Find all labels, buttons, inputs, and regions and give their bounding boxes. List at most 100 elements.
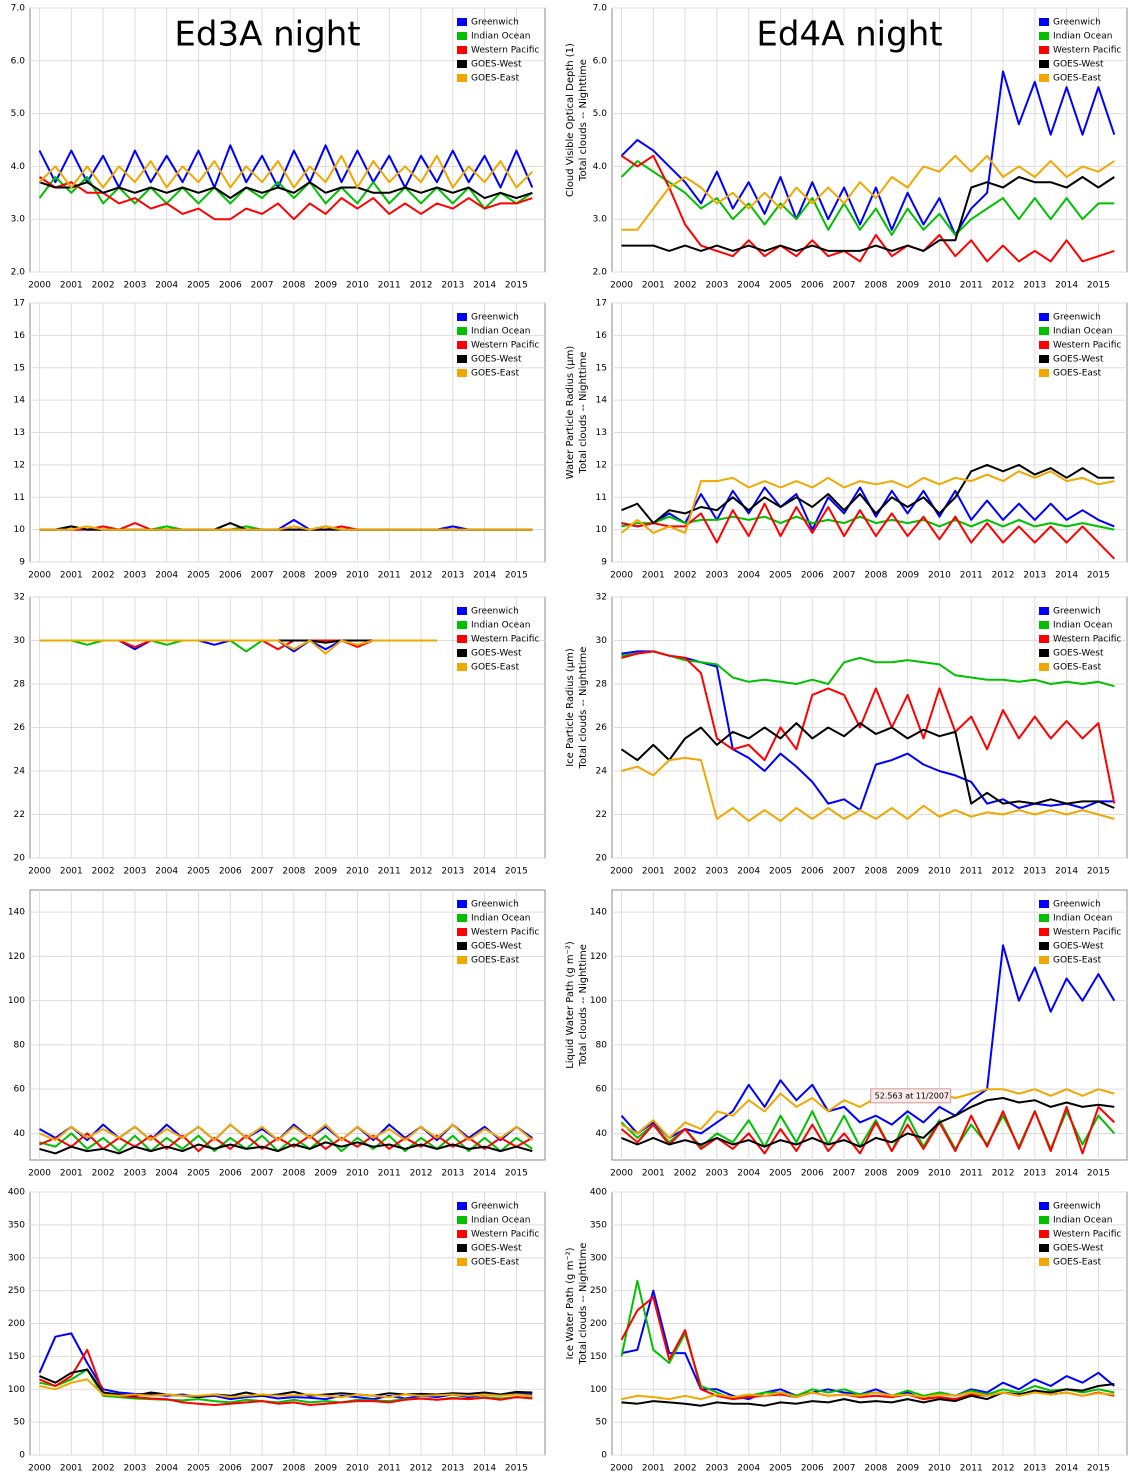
- x-tick-label: 2013: [441, 1169, 464, 1179]
- legend-label: Western Pacific: [1053, 928, 1121, 938]
- y-tick-label: 0: [601, 1451, 607, 1461]
- y-tick-label: 200: [590, 1319, 607, 1329]
- annotation-box: [870, 1088, 952, 1104]
- x-tick-label: 2013: [1023, 571, 1046, 581]
- plot-area: [611, 889, 1128, 1161]
- legend-swatch: [1039, 663, 1049, 671]
- x-tick-label: 2011: [378, 1169, 401, 1179]
- x-tick-label: 2001: [642, 281, 665, 291]
- legend-swatch: [457, 900, 467, 908]
- chart-title: Ed3A night: [174, 15, 360, 55]
- y-tick-label: 20: [596, 854, 608, 864]
- legend-swatch: [1039, 313, 1049, 321]
- series-line: [621, 502, 1116, 560]
- y-tick-label: 28: [14, 680, 26, 690]
- y-tick-label: 11: [14, 493, 25, 503]
- legend-label: GOES-West: [471, 942, 522, 952]
- x-tick-label: 2011: [960, 1169, 983, 1179]
- x-tick-label: 2005: [769, 1169, 792, 1179]
- legend-label: Indian Ocean: [1053, 327, 1112, 337]
- legend-swatch: [1039, 914, 1049, 922]
- legend-swatch: [1039, 327, 1049, 335]
- legend-swatch: [1039, 1258, 1049, 1266]
- y-tick-label: 300: [590, 1253, 607, 1263]
- y-axis-label: Total clouds -- Nighttime: [578, 1243, 589, 1366]
- x-tick-label: 2004: [737, 1464, 760, 1473]
- x-tick-label: 2002: [674, 1464, 697, 1473]
- x-tick-label: 2007: [833, 281, 856, 291]
- x-tick-label: 2011: [960, 867, 983, 877]
- legend-swatch: [457, 635, 467, 643]
- x-tick-label: 2006: [801, 1464, 824, 1473]
- legend-label: Greenwich: [471, 313, 519, 323]
- x-tick-label: 2012: [992, 281, 1015, 291]
- legend-swatch: [457, 1216, 467, 1224]
- series-line: [39, 1378, 533, 1399]
- x-tick-label: 2001: [642, 1169, 665, 1179]
- y-tick-label: 400: [8, 1188, 25, 1198]
- legend-swatch: [1039, 649, 1049, 657]
- x-tick-label: 2005: [187, 281, 210, 291]
- x-tick-label: 2012: [410, 867, 433, 877]
- x-tick-label: 2004: [737, 571, 760, 581]
- legend-label: Western Pacific: [471, 1230, 539, 1240]
- y-tick-label: 11: [596, 493, 607, 503]
- x-tick-label: 2003: [705, 571, 728, 581]
- x-tick-label: 2010: [928, 571, 951, 581]
- x-tick-label: 2002: [92, 867, 115, 877]
- legend-label: GOES-West: [1053, 1244, 1104, 1254]
- legend-swatch: [1039, 46, 1049, 54]
- legend-label: GOES-East: [471, 1258, 520, 1268]
- x-tick-label: 2015: [1087, 281, 1110, 291]
- y-tick-label: 12: [14, 460, 25, 470]
- legend-label: GOES-West: [471, 355, 522, 365]
- x-tick-label: 2006: [219, 1464, 242, 1473]
- legend-label: GOES-West: [1053, 355, 1104, 365]
- y-axis-label: Ice Water Path (g m⁻²): [565, 1247, 576, 1359]
- x-tick-label: 2008: [864, 281, 887, 291]
- x-tick-label: 2009: [314, 867, 337, 877]
- series-line: [620, 470, 1115, 534]
- legend-label: Western Pacific: [471, 46, 539, 56]
- y-tick-label: 100: [590, 996, 607, 1006]
- x-tick-label: 2001: [60, 867, 83, 877]
- x-tick-label: 2000: [28, 281, 51, 291]
- legend-label: Greenwich: [471, 18, 519, 28]
- legend-swatch: [457, 46, 467, 54]
- y-tick-label: 0: [19, 1451, 25, 1461]
- x-tick-label: 2015: [1087, 1464, 1110, 1473]
- x-tick-label: 2010: [346, 1464, 369, 1473]
- series-line: [620, 722, 1115, 809]
- x-tick-label: 2014: [1055, 1169, 1078, 1179]
- y-tick-label: 100: [590, 1385, 607, 1395]
- x-tick-label: 2014: [473, 867, 496, 877]
- legend-label: GOES-East: [471, 369, 520, 379]
- x-tick-label: 2010: [346, 281, 369, 291]
- legend-swatch: [1039, 900, 1049, 908]
- x-tick-label: 2009: [314, 571, 337, 581]
- legend-label: Indian Ocean: [1053, 621, 1112, 631]
- y-tick-label: 4.0: [11, 162, 26, 172]
- y-tick-label: 30: [14, 636, 26, 646]
- y-tick-label: 350: [590, 1220, 607, 1230]
- x-tick-label: 2007: [833, 867, 856, 877]
- y-tick-label: 26: [14, 723, 26, 733]
- x-tick-label: 2009: [314, 1464, 337, 1473]
- series-line: [621, 1383, 1115, 1407]
- x-tick-label: 2015: [1087, 571, 1110, 581]
- y-tick-label: 60: [14, 1085, 26, 1095]
- plot-area: [29, 889, 546, 1161]
- x-tick-label: 2002: [674, 867, 697, 877]
- x-tick-label: 2014: [473, 1464, 496, 1473]
- x-tick-label: 2003: [123, 1464, 146, 1473]
- series-line: [621, 1097, 1115, 1148]
- legend-label: GOES-East: [1053, 74, 1102, 84]
- legend-swatch: [1039, 928, 1049, 936]
- y-tick-label: 32: [596, 593, 607, 603]
- legend-label: GOES-West: [471, 649, 522, 659]
- x-tick-label: 2006: [801, 867, 824, 877]
- x-tick-label: 2015: [1087, 867, 1110, 877]
- y-tick-label: 100: [8, 996, 25, 1006]
- y-tick-label: 6.0: [593, 56, 608, 66]
